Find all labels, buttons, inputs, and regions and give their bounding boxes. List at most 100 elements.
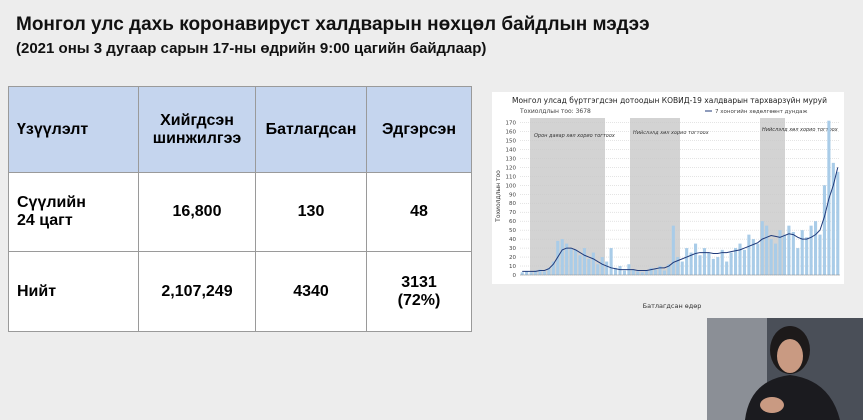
bar xyxy=(614,267,618,275)
y-tick-label: 150 xyxy=(506,138,517,144)
y-tick-label: 140 xyxy=(506,147,517,153)
bar xyxy=(769,239,773,275)
y-tick-label: 20 xyxy=(509,255,516,261)
bar xyxy=(667,264,671,275)
bar xyxy=(831,162,835,275)
bar xyxy=(649,267,653,275)
bar xyxy=(738,243,742,275)
header-text: Хийгдсэн шинжилгээ xyxy=(152,111,242,147)
bar xyxy=(605,261,609,275)
bar xyxy=(551,261,555,275)
bar xyxy=(671,225,675,275)
bar xyxy=(565,243,569,275)
y-tick-label: 80 xyxy=(509,201,516,207)
y-tick-label: 120 xyxy=(506,165,517,171)
bar xyxy=(680,261,684,275)
y-tick-label: 130 xyxy=(506,156,517,162)
header-cell: Эдгэрсэн xyxy=(366,86,472,173)
bar xyxy=(787,225,791,275)
hands xyxy=(760,397,784,413)
bar xyxy=(676,257,680,275)
bar xyxy=(662,270,666,275)
bar xyxy=(809,225,813,275)
bar xyxy=(542,271,546,275)
bar xyxy=(609,248,613,275)
shaded-period xyxy=(630,118,680,275)
bar xyxy=(525,271,529,275)
bar xyxy=(582,248,586,275)
page-title: Монгол улс дахь коронавируст халдварын н… xyxy=(16,14,650,35)
bar xyxy=(707,252,711,275)
bar xyxy=(765,225,769,275)
y-tick-label: 70 xyxy=(509,210,516,216)
bar xyxy=(778,230,782,275)
cell-text: Сүүлийн 24 цагт xyxy=(17,194,86,229)
bar xyxy=(751,239,755,275)
bar xyxy=(591,252,595,275)
bar xyxy=(534,270,538,275)
bar xyxy=(791,231,795,275)
bar xyxy=(774,243,778,275)
x-axis-label: Батлагдсан өдөр xyxy=(643,302,702,310)
bar xyxy=(596,264,600,275)
bar xyxy=(760,221,764,275)
y-tick-label: 170 xyxy=(506,120,517,126)
bar xyxy=(818,234,822,275)
bar xyxy=(836,171,840,275)
annotation-text: Нийслэлд хөл хорио тогтоох xyxy=(633,130,709,136)
bar xyxy=(622,270,626,275)
bar xyxy=(805,237,809,275)
annotation: Нийслэлд хөл хорио тогтоох xyxy=(762,127,838,133)
bar xyxy=(702,248,706,275)
cell: 130 xyxy=(255,172,367,252)
y-tick-label: 10 xyxy=(509,264,516,270)
y-tick-label: 40 xyxy=(509,237,516,243)
video-overlay xyxy=(707,318,863,420)
bar xyxy=(694,243,698,275)
cell: 4340 xyxy=(255,251,367,332)
y-tick-label: 60 xyxy=(509,219,516,225)
chart-subtitle: Тохиолдлын тоо: 3678 xyxy=(519,108,591,115)
y-tick-label: 30 xyxy=(509,246,516,252)
bar xyxy=(640,272,644,275)
bar xyxy=(796,248,800,275)
bar xyxy=(631,269,635,275)
y-axis-label: Тохиолдлын тоо xyxy=(495,170,502,223)
face xyxy=(777,339,803,373)
cell: 48 xyxy=(366,172,472,252)
bar xyxy=(711,258,715,275)
bar xyxy=(822,185,826,275)
page-subtitle: (2021 оны 3 дугаар сарын 17-ны өдрийн 9:… xyxy=(16,40,487,57)
bar xyxy=(654,269,658,275)
bar xyxy=(756,243,760,275)
bar xyxy=(689,252,693,275)
bar xyxy=(725,261,729,275)
cell: 16,800 xyxy=(138,172,256,252)
bar xyxy=(618,266,622,275)
y-tick-label: 100 xyxy=(506,183,517,189)
bar xyxy=(645,270,649,275)
stats-table: Үзүүлэлт Хийгдсэн шинжилгээ Батлагдсан Э… xyxy=(8,86,472,332)
y-tick-label: 0 xyxy=(513,273,517,279)
header-cell: Батлагдсан xyxy=(255,86,367,173)
bar xyxy=(520,272,524,275)
header-cell: Үзүүлэлт xyxy=(8,86,139,173)
cell: 3131 (72%) xyxy=(366,251,472,332)
y-tick-label: 160 xyxy=(506,129,517,135)
bar xyxy=(578,255,582,275)
bar xyxy=(716,257,720,275)
cell: 2,107,249 xyxy=(138,251,256,332)
cell: Нийт xyxy=(8,251,139,332)
bar xyxy=(685,248,689,275)
bar xyxy=(747,234,751,275)
bar xyxy=(574,249,578,275)
annotation: Нийслэлд хөл хорио тогтоох xyxy=(633,130,709,136)
y-tick-label: 50 xyxy=(509,228,516,234)
y-tick-label: 90 xyxy=(509,192,516,198)
annotation-text: Нийслэлд хөл хорио тогтоох xyxy=(762,127,838,133)
cell-text: 3131 (72%) xyxy=(397,273,441,309)
bar xyxy=(529,272,533,275)
bar xyxy=(658,266,662,275)
bar xyxy=(800,230,804,275)
